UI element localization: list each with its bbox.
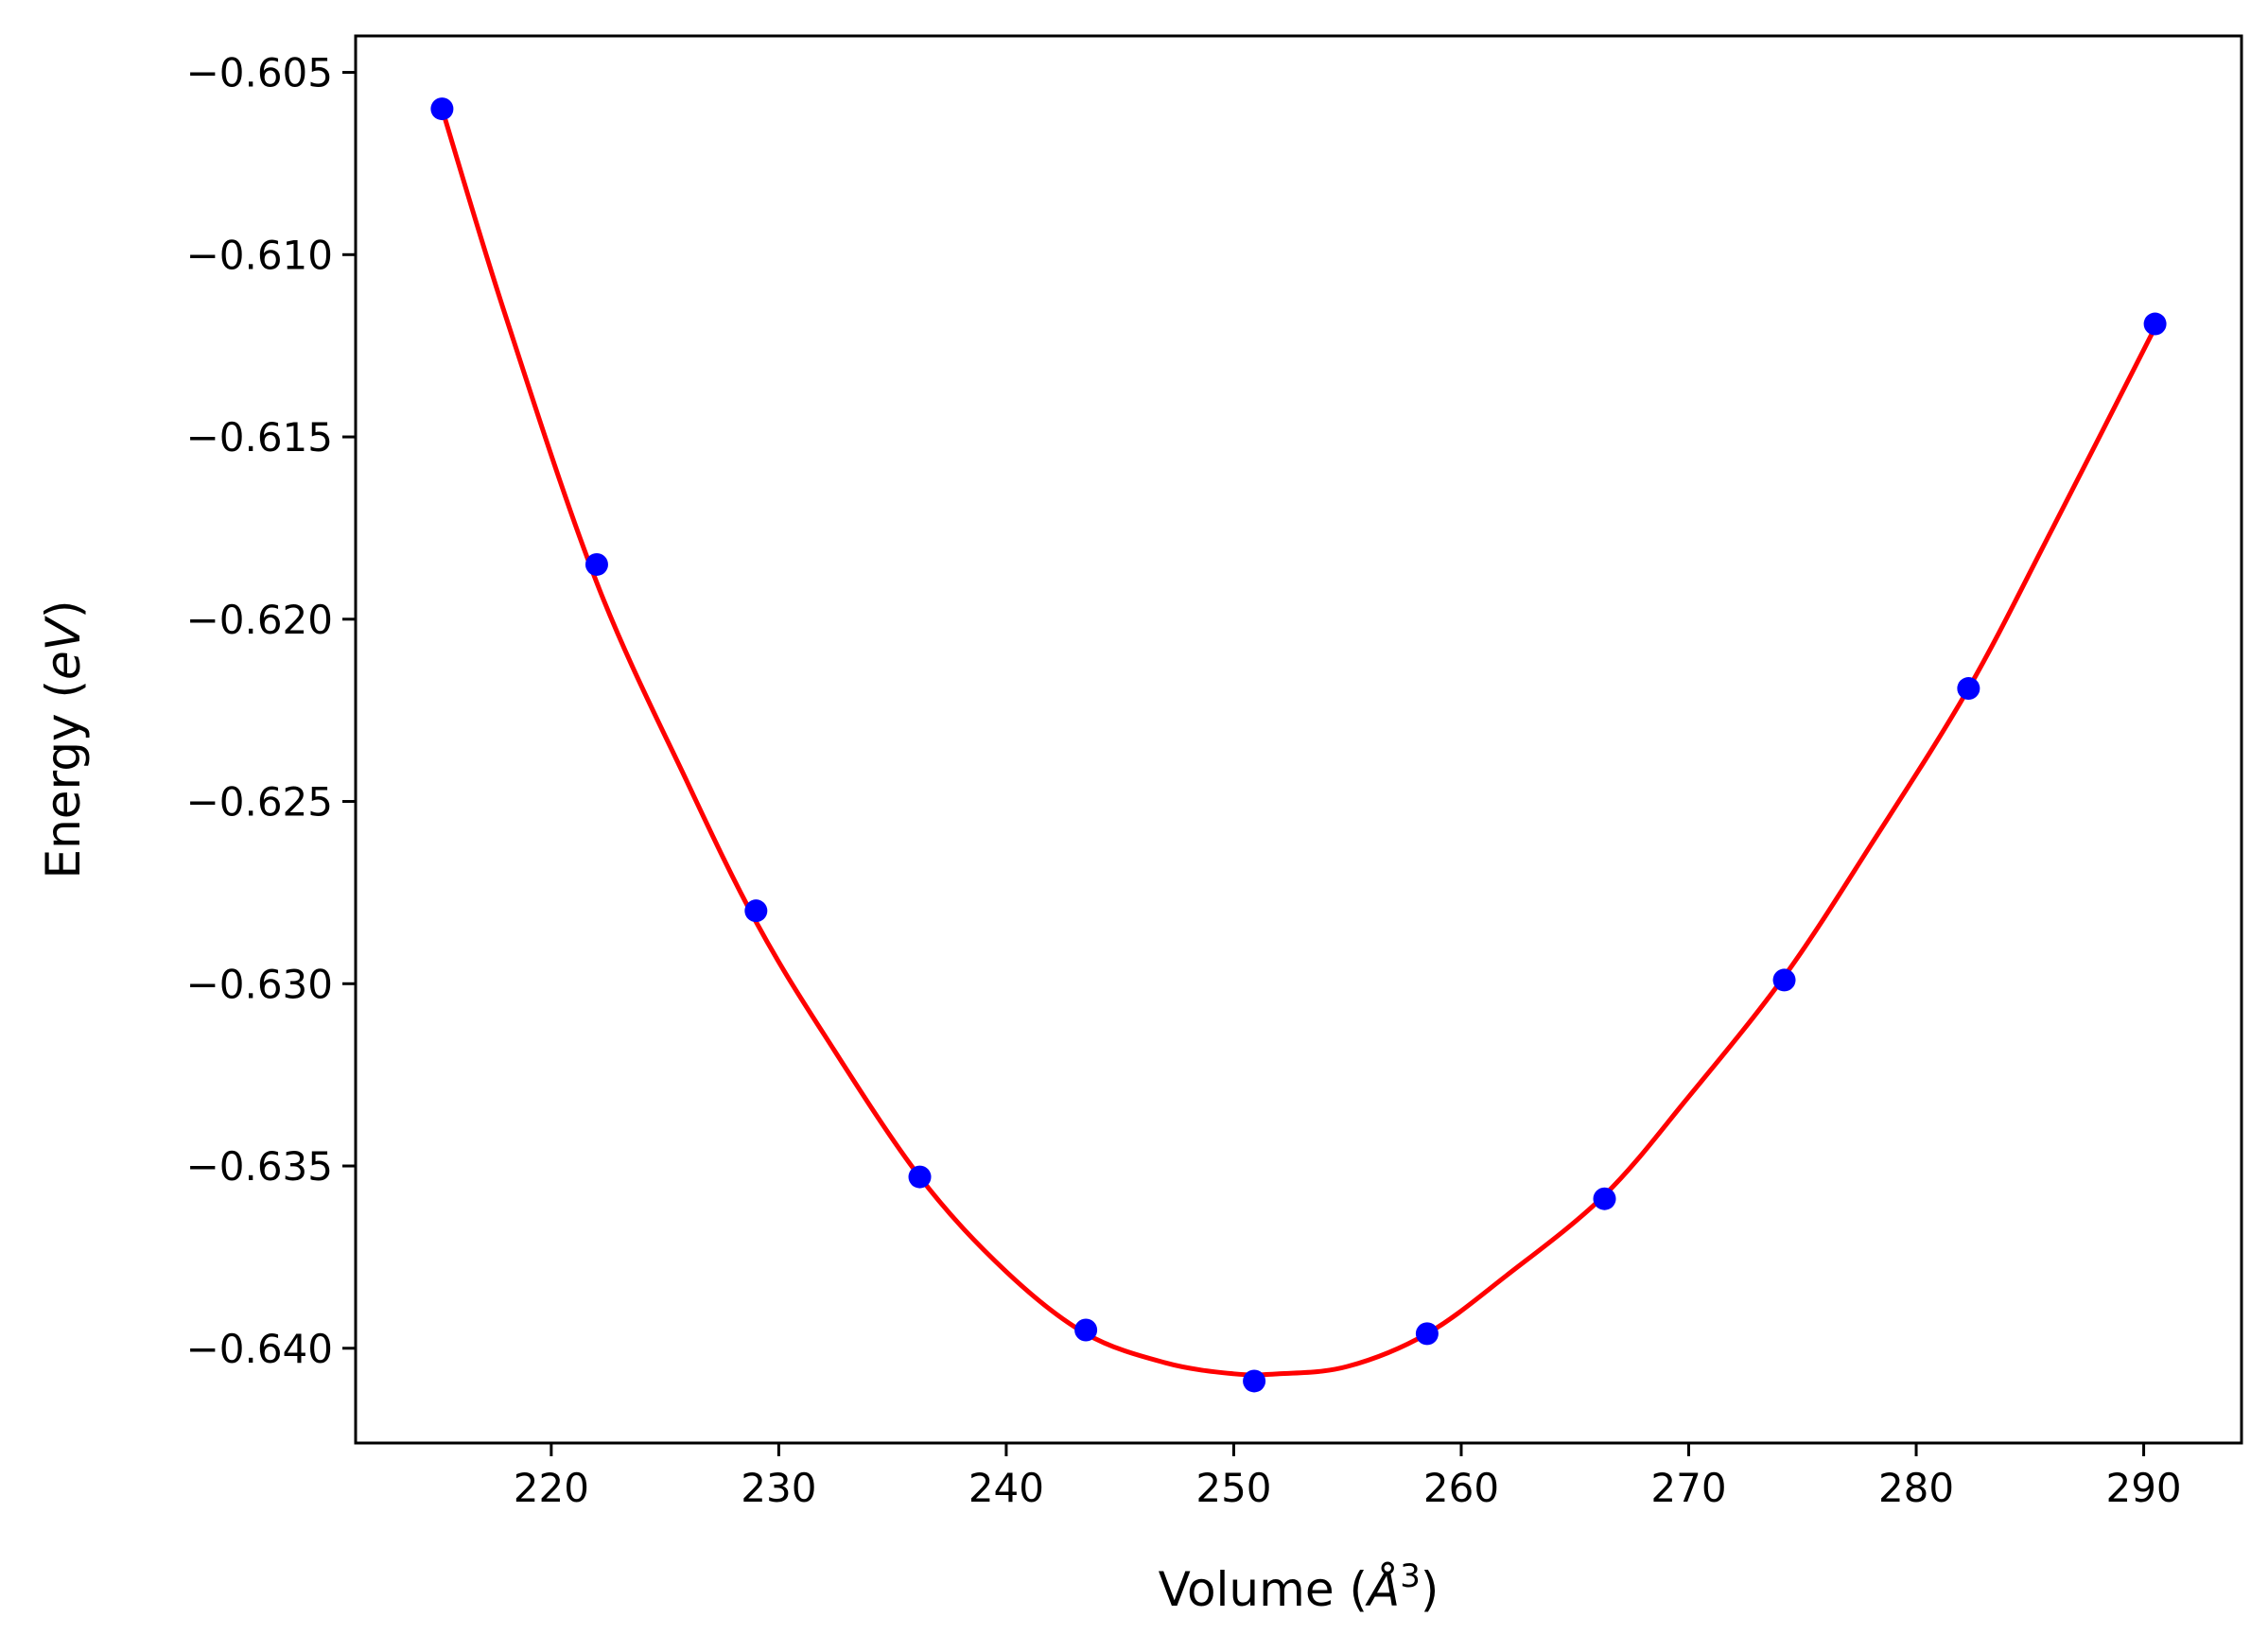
data-point <box>908 1165 932 1189</box>
x-tick-label: 240 <box>968 1465 1044 1511</box>
y-axis-label: Energy (eV) <box>36 600 91 879</box>
x-tick-label: 250 <box>1195 1465 1271 1511</box>
axis-ticks: 220 230 240 250 260 270 280 290 −0.605 −0.610 −0.6… <box>186 50 2182 1511</box>
y-tick-label: −0.610 <box>186 232 333 278</box>
y-tick-label: −0.605 <box>186 50 333 96</box>
data-point <box>1415 1322 1439 1346</box>
y-tick-label: −0.620 <box>186 597 333 643</box>
x-tick-label: 230 <box>741 1465 816 1511</box>
data-point <box>1243 1369 1266 1393</box>
data-point <box>1772 968 1796 992</box>
data-point <box>1593 1187 1616 1210</box>
y-tick-label: −0.615 <box>186 414 333 461</box>
y-tick-label: −0.625 <box>186 779 333 826</box>
x-tick-label: 260 <box>1423 1465 1499 1511</box>
plot-area <box>430 97 2167 1393</box>
data-point <box>1074 1318 1098 1342</box>
y-tick-label: −0.635 <box>186 1143 333 1190</box>
x-tick-label: 270 <box>1650 1465 1726 1511</box>
axes-frame <box>354 34 2243 1445</box>
fit-curve <box>440 108 2157 1378</box>
data-point <box>584 552 608 576</box>
x-axis-label: Volume (Å3) <box>1159 1557 1439 1617</box>
x-tick-label: 280 <box>1878 1465 1954 1511</box>
data-point <box>2143 312 2167 336</box>
data-point <box>1957 677 1980 701</box>
y-tick-label: −0.640 <box>186 1326 333 1372</box>
data-point <box>744 899 768 923</box>
x-tick-label: 290 <box>2105 1465 2181 1511</box>
data-point <box>430 97 454 121</box>
x-tick-label: 220 <box>514 1465 589 1511</box>
y-tick-label: −0.630 <box>186 961 333 1007</box>
